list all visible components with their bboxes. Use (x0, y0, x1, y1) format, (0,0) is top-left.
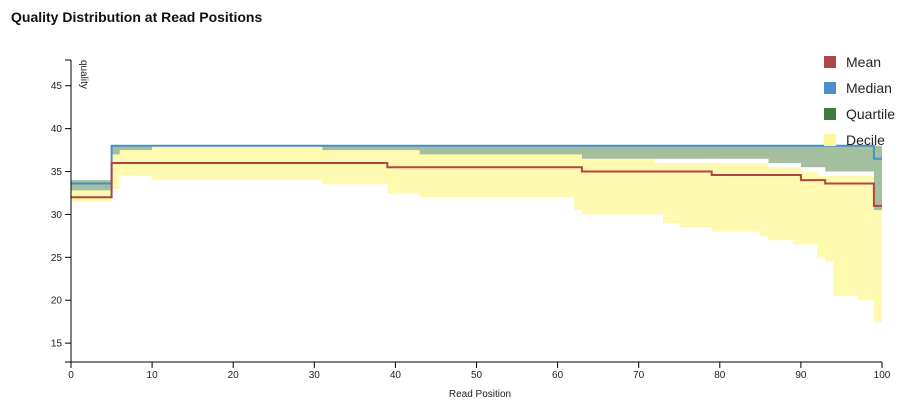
legend-swatch (824, 82, 836, 94)
legend-label: Mean (846, 54, 881, 70)
legend-swatch (824, 56, 836, 68)
x-tick: 0 (68, 362, 74, 381)
x-tick: 60 (552, 362, 564, 381)
x-tick: 100 (874, 362, 891, 381)
legend: Mean Median Quartile Decile (824, 54, 895, 148)
x-tick-label: 70 (633, 370, 645, 381)
y-tick: 40 (51, 124, 71, 135)
x-tick-label: 20 (228, 370, 240, 381)
y-tick-label: 35 (51, 167, 63, 178)
legend-label: Median (846, 80, 892, 96)
legend-swatch (824, 108, 836, 120)
legend-item: Decile (824, 132, 885, 148)
legend-item: Quartile (824, 106, 895, 122)
y-tick-label: 45 (51, 81, 63, 92)
x-tick: 90 (795, 362, 807, 381)
chart-title: Quality Distribution at Read Positions (11, 9, 263, 25)
y-tick: 20 (51, 296, 71, 307)
x-tick-label: 30 (309, 370, 321, 381)
legend-label: Quartile (846, 106, 895, 122)
y-tick-label: 40 (51, 124, 63, 135)
x-tick-label: 50 (471, 370, 483, 381)
y-tick-label: 20 (51, 296, 63, 307)
x-tick: 70 (633, 362, 645, 381)
x-tick: 20 (228, 362, 240, 381)
legend-item: Median (824, 80, 892, 96)
legend-label: Decile (846, 132, 885, 148)
y-tick: 45 (51, 81, 71, 92)
y-axis: 15 20 25 30 35 40 45 (51, 59, 72, 363)
y-tick-label: 30 (51, 210, 63, 221)
x-tick-label: 60 (552, 370, 564, 381)
mean-line (71, 162, 882, 207)
x-tick-label: 80 (714, 370, 726, 381)
y-tick: 15 (51, 339, 71, 350)
x-tick-label: 10 (147, 370, 159, 381)
decile-band (71, 145, 882, 322)
x-tick: 10 (147, 362, 159, 381)
y-tick: 25 (51, 253, 71, 264)
y-tick-label: 25 (51, 253, 63, 264)
quartile-band (71, 145, 882, 211)
x-tick: 30 (309, 362, 321, 381)
y-tick: 30 (51, 210, 71, 221)
x-tick: 50 (471, 362, 483, 381)
x-axis-label: Read Position (449, 389, 511, 400)
x-tick-label: 40 (390, 370, 402, 381)
x-tick: 40 (390, 362, 402, 381)
x-tick-label: 100 (874, 370, 891, 381)
y-axis-label: quality (78, 60, 89, 89)
y-tick-label: 15 (51, 339, 63, 350)
x-tick: 80 (714, 362, 726, 381)
legend-item: Mean (824, 54, 881, 70)
y-tick: 35 (51, 167, 71, 178)
x-axis: 0 10 20 30 40 50 60 70 80 90 100 (68, 361, 891, 381)
legend-swatch (824, 134, 836, 146)
x-tick-label: 90 (795, 370, 807, 381)
x-tick-label: 0 (68, 370, 74, 381)
